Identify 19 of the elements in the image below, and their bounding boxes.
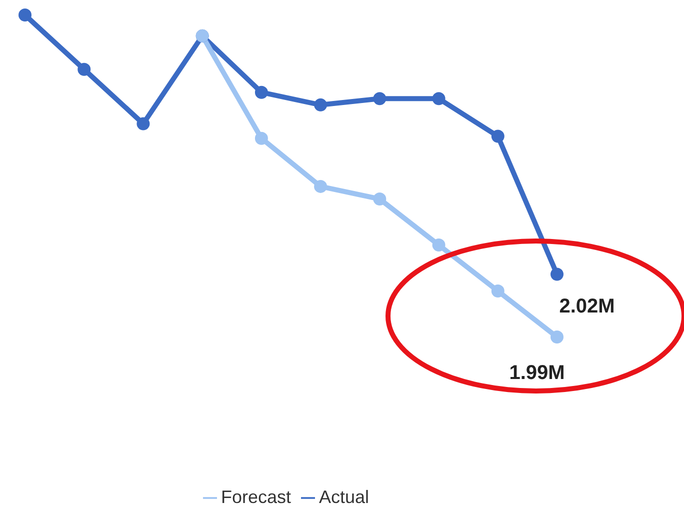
- point: [550, 330, 564, 344]
- point: [254, 132, 268, 145]
- data-label: 1.99M: [509, 362, 565, 384]
- point: [432, 238, 446, 252]
- point: [491, 130, 504, 143]
- data-label: 2.02M: [559, 295, 615, 318]
- point: [136, 117, 150, 130]
- point: [314, 180, 328, 193]
- point: [373, 192, 386, 206]
- point: [432, 92, 446, 106]
- legend-label: Forecast: [220, 487, 291, 507]
- point: [314, 98, 328, 112]
- point: [550, 268, 564, 281]
- point: [254, 86, 268, 99]
- point: [18, 8, 32, 22]
- point: [491, 284, 504, 298]
- legend-label: Actual: [319, 487, 370, 507]
- point: [78, 62, 91, 76]
- point: [373, 92, 386, 106]
